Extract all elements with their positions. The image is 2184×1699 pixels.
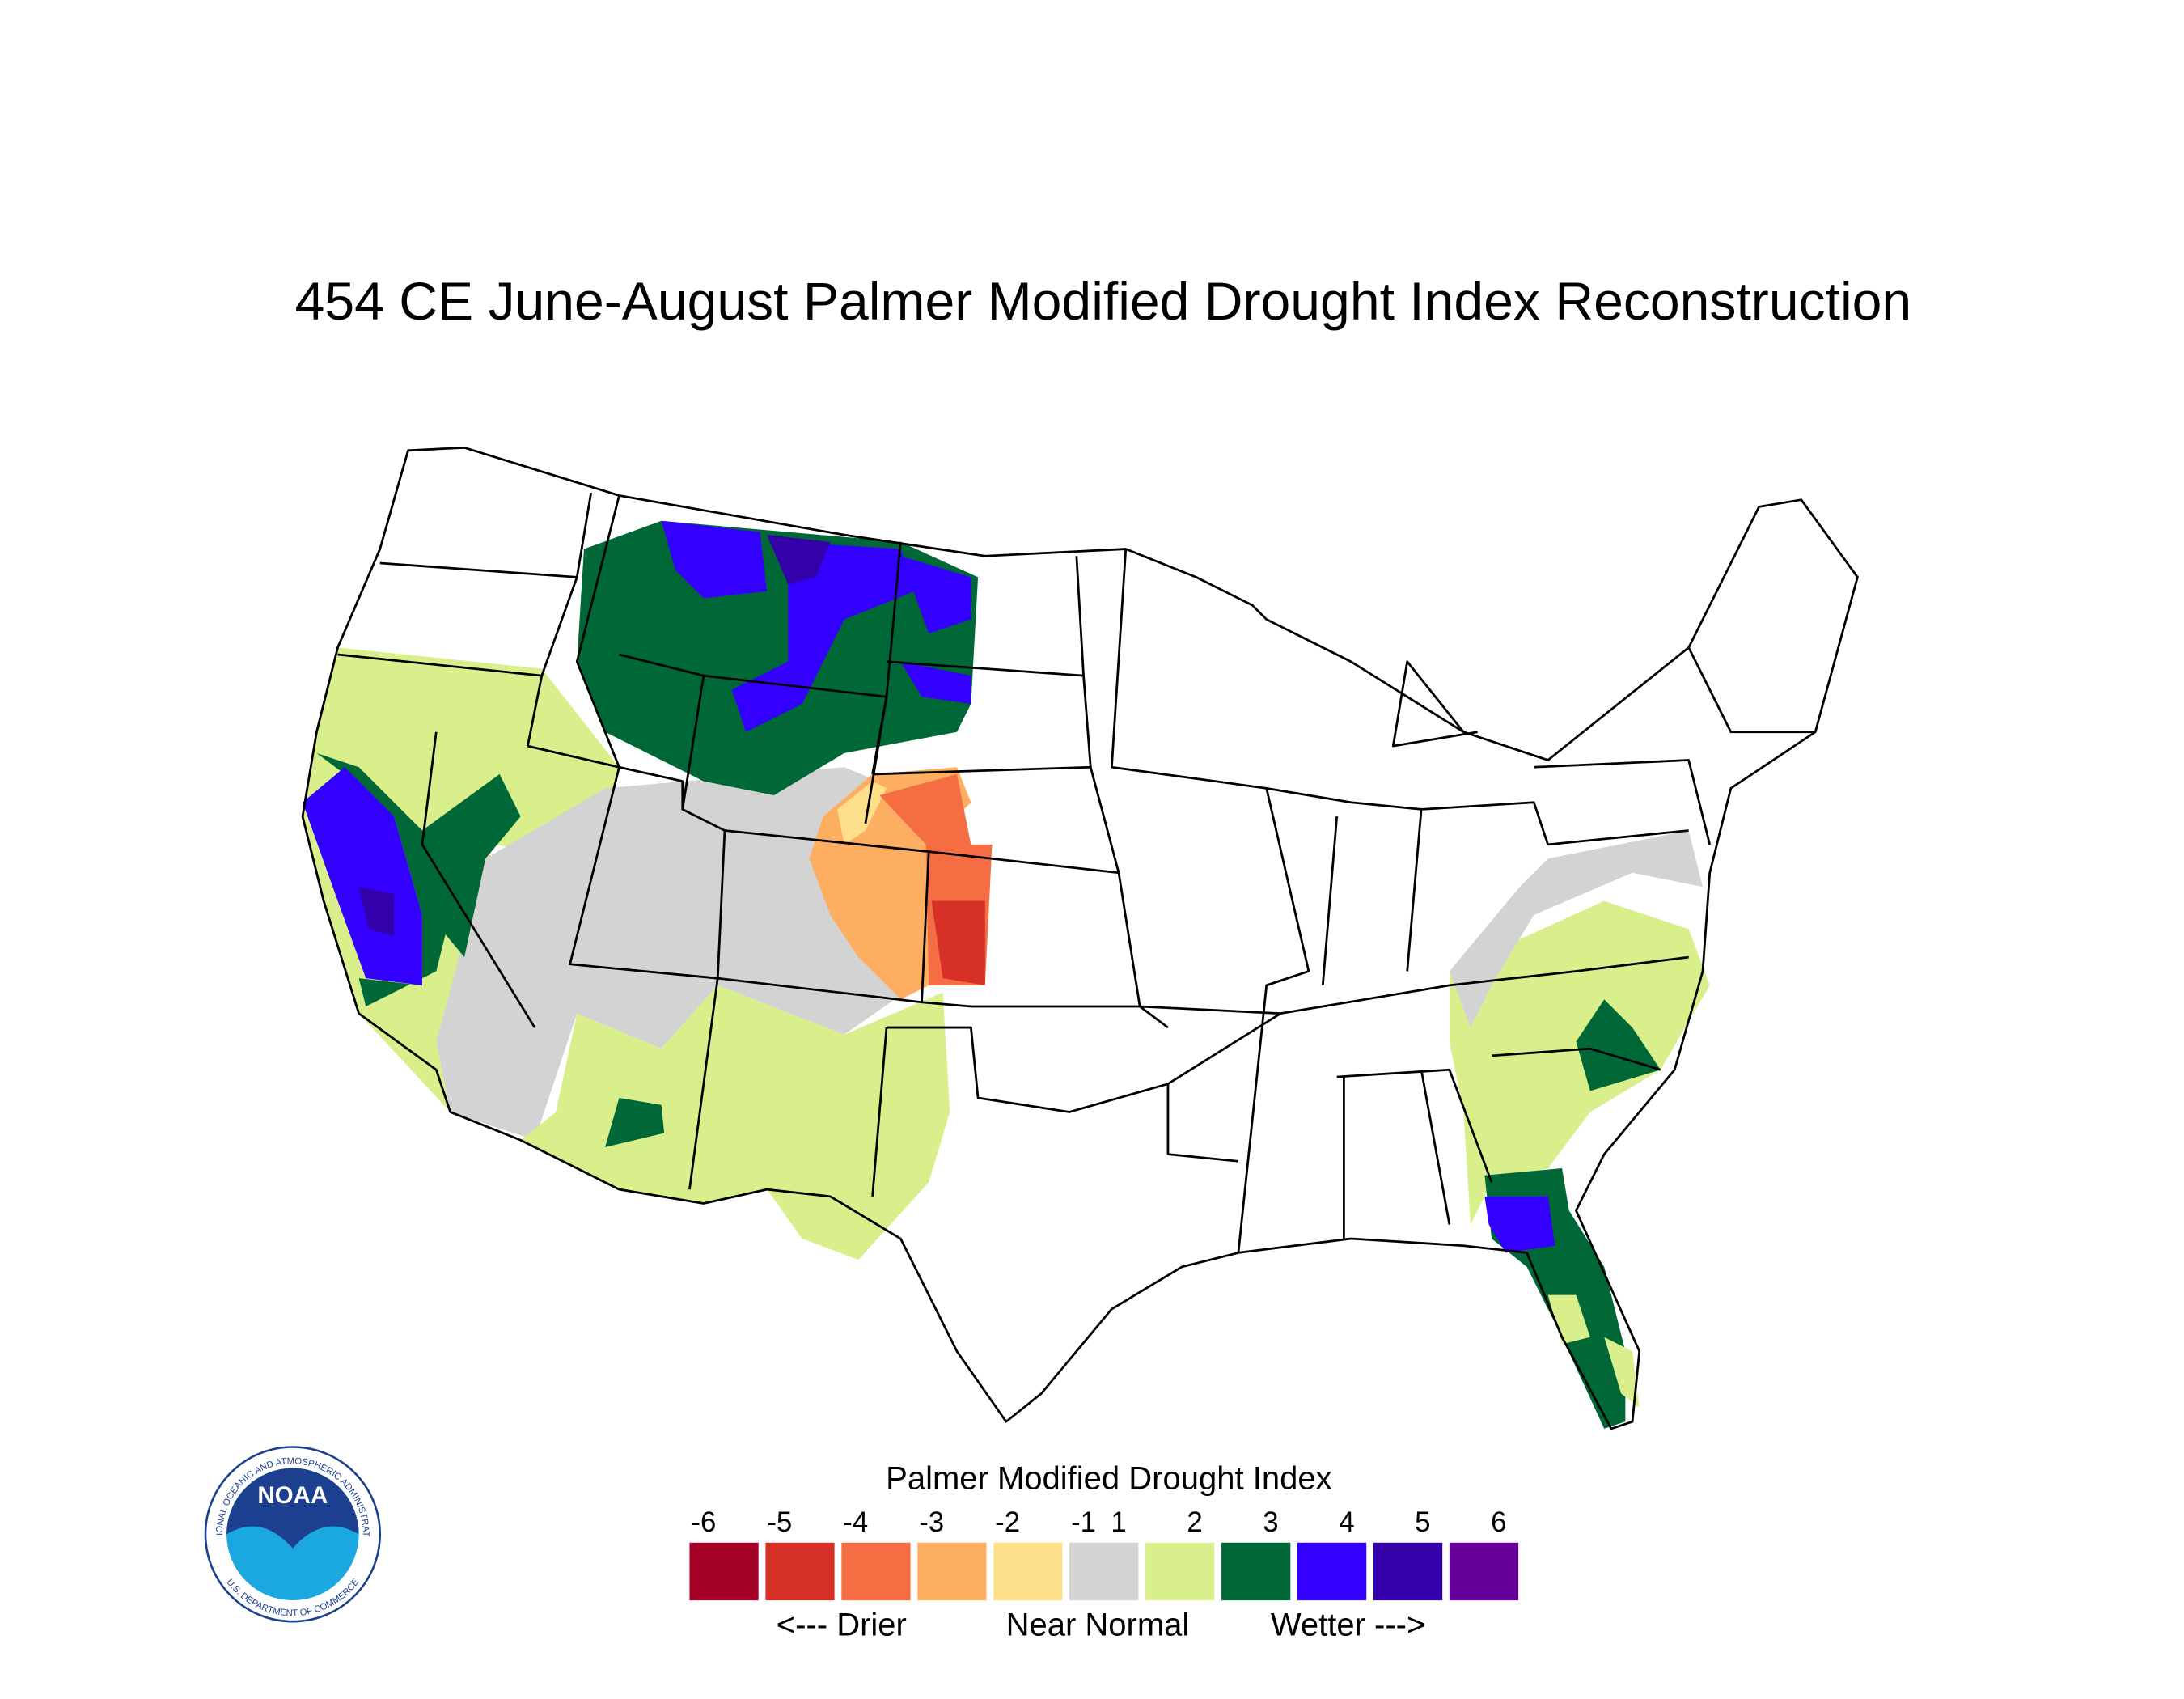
legend-tick-label: -1 (1071, 1507, 1096, 1538)
region (605, 1098, 665, 1147)
region (1604, 1337, 1640, 1408)
region (316, 752, 451, 1006)
region (1576, 999, 1661, 1091)
region (1484, 1196, 1555, 1253)
drought-regions (303, 520, 1710, 1429)
state-line (1321, 816, 1339, 985)
legend-tick-label: 2 (1187, 1507, 1202, 1538)
legend-swatch (1297, 1542, 1367, 1601)
map-title: 454 CE June-August Palmer Modified Droug… (295, 272, 1912, 332)
region (1449, 900, 1710, 1225)
state-line (1420, 1070, 1451, 1225)
legend-swatch (841, 1542, 911, 1601)
legend-swatch (689, 1542, 759, 1601)
legend-caption: <--- Drier (777, 1608, 907, 1643)
state-line (717, 829, 930, 1004)
region (1449, 830, 1704, 1028)
state-line (871, 1027, 888, 1197)
state-line (1140, 1005, 1282, 1163)
logo-name: NOAA (257, 1482, 328, 1509)
region (661, 520, 768, 599)
legend-tick-label: -4 (843, 1507, 868, 1538)
state-line (1406, 809, 1423, 972)
state-line (1491, 1047, 1661, 1071)
region (767, 535, 831, 585)
legend-swatch (1145, 1542, 1215, 1601)
region (421, 773, 521, 958)
legend-tick-label: 6 (1491, 1507, 1506, 1538)
legend-swatch (1221, 1542, 1291, 1601)
legend-swatch (1069, 1542, 1139, 1601)
state-line (887, 1026, 1169, 1113)
legend-tick-label: -2 (995, 1507, 1020, 1538)
legend-caption: Near Normal (1006, 1608, 1190, 1643)
region (520, 985, 950, 1260)
state-line (1266, 786, 1689, 846)
state-line (1280, 955, 1689, 1015)
legend-swatch (917, 1542, 987, 1601)
region (837, 781, 887, 845)
state-line (886, 660, 1084, 677)
state-line (1336, 1068, 1493, 1183)
legend-tick-label: 3 (1263, 1507, 1278, 1538)
state-line (1110, 549, 1310, 1253)
legend-swatch (1449, 1542, 1519, 1601)
region (436, 767, 929, 1141)
state-line (527, 492, 593, 747)
state-line (527, 744, 719, 1190)
legend-swatch (1373, 1542, 1443, 1601)
legend-tick-label: 1 (1111, 1507, 1126, 1538)
state-line (421, 731, 536, 1028)
state-line (575, 495, 620, 768)
state-line (379, 561, 578, 578)
legend-caption: Wetter ---> (1271, 1608, 1426, 1643)
legend: Palmer Modified Drought Index -6 -5 -4 -3 -2… (689, 1461, 1519, 1643)
region (358, 887, 395, 936)
state-line (1534, 759, 1712, 845)
state-line (1687, 646, 1816, 734)
region (931, 900, 985, 985)
state-line (1075, 556, 1092, 768)
region (900, 661, 971, 704)
region (900, 556, 971, 633)
state-line (1391, 660, 1478, 748)
legend-tick-label: -3 (919, 1507, 944, 1538)
legend-tick-label: -5 (767, 1507, 792, 1538)
legend-tick-label: 4 (1339, 1507, 1354, 1538)
legend-swatch (765, 1542, 835, 1601)
state-line (921, 1001, 1169, 1029)
legend-swatch (993, 1542, 1063, 1601)
state-line (337, 653, 542, 677)
legend-tick-label: 5 (1415, 1507, 1430, 1538)
logo-top (226, 1468, 359, 1549)
legend-tick-label: -6 (691, 1507, 716, 1538)
state-line (871, 541, 902, 775)
state-line (929, 850, 1141, 1007)
us-outline (301, 446, 1859, 1430)
us-boundaries (301, 446, 1859, 1430)
state-line (681, 675, 705, 810)
legend-title: Palmer Modified Drought Index (886, 1461, 1331, 1497)
